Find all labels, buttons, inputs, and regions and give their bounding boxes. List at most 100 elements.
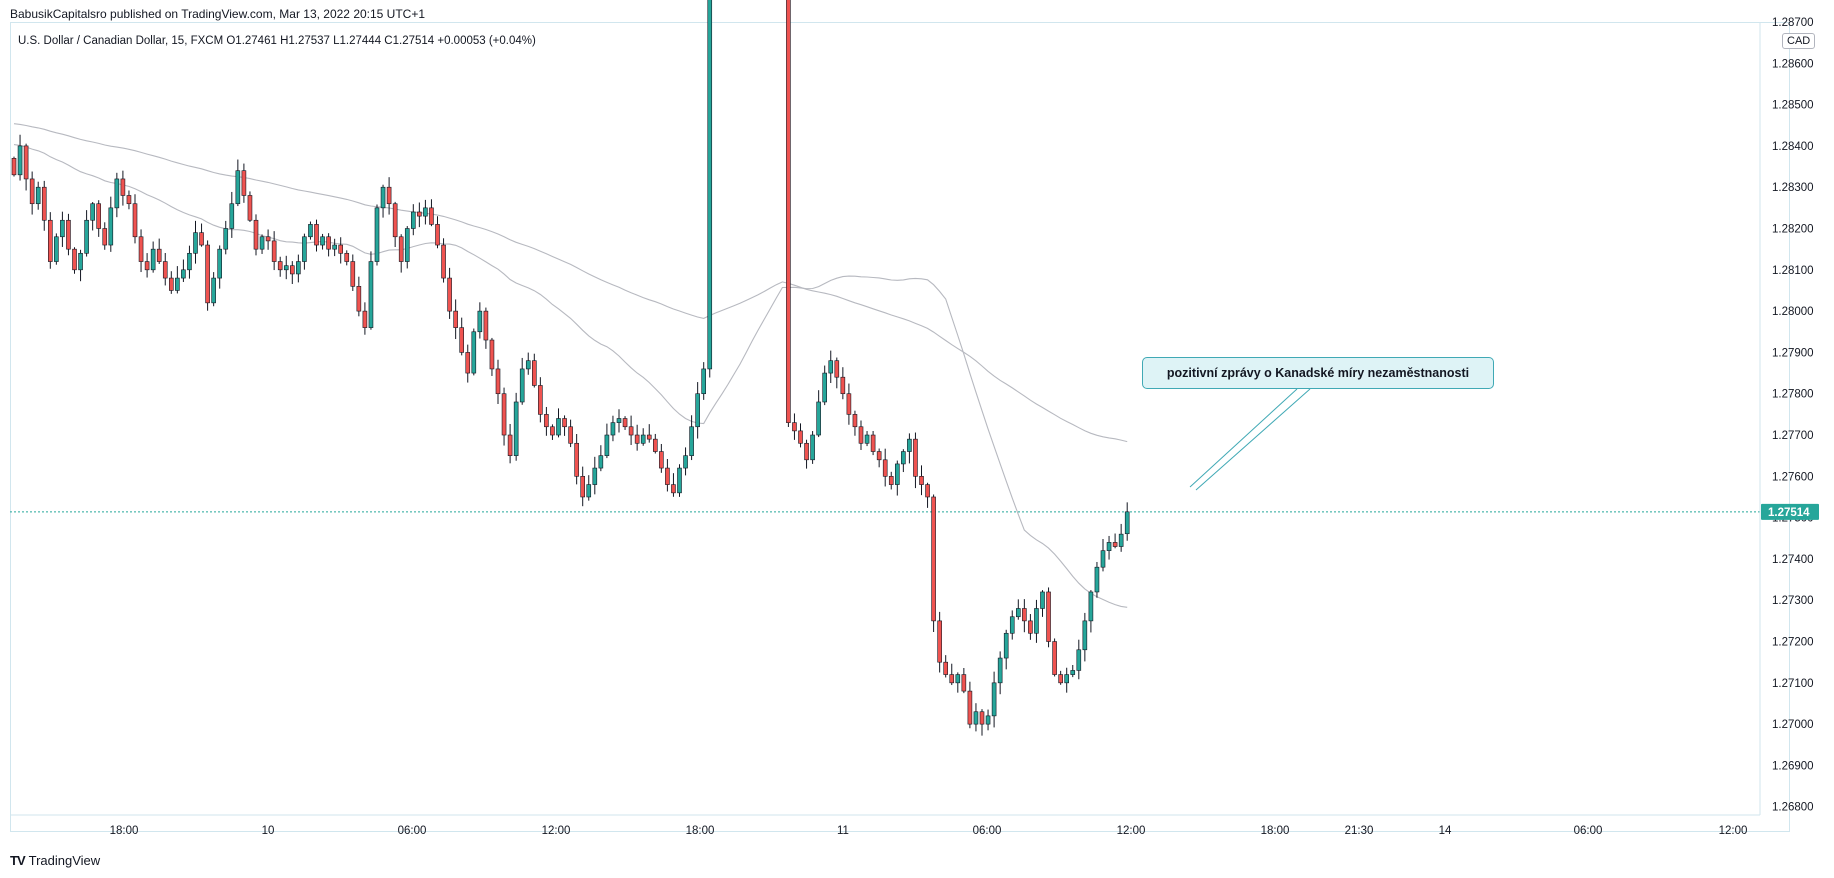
y-tick-label: 1.27100 — [1772, 678, 1814, 690]
candle — [677, 464, 682, 497]
candle — [1100, 538, 1106, 572]
candle — [265, 229, 271, 250]
y-tick-label: 1.28500 — [1772, 100, 1814, 112]
candle — [949, 663, 955, 686]
time-axis[interactable]: 18:00 10 06:00 12:00 18:00 11 06:00 12:00 18:00 2… — [10, 814, 1760, 837]
candle — [495, 359, 501, 405]
candle — [435, 216, 440, 249]
candle — [919, 465, 924, 496]
ma-line — [13, 123, 1128, 443]
candle — [586, 475, 592, 501]
candle — [580, 466, 586, 507]
candle — [610, 415, 616, 442]
candle — [991, 671, 997, 728]
candle — [943, 655, 949, 678]
footer[interactable]: TV TradingView — [10, 853, 100, 868]
candle — [235, 159, 241, 207]
candle — [828, 350, 834, 383]
candle — [1052, 638, 1057, 677]
candle — [187, 245, 192, 279]
y-tick-label: 1.27300 — [1772, 595, 1814, 607]
candle — [54, 233, 59, 265]
candle — [465, 344, 471, 383]
candle — [205, 240, 210, 311]
candle — [1034, 599, 1039, 643]
candle — [199, 223, 204, 247]
candle — [931, 494, 936, 632]
y-tick-label: 1.27900 — [1772, 347, 1814, 359]
x-tick-label: 18:00 — [686, 825, 715, 837]
y-tick-label: 1.28100 — [1772, 265, 1814, 277]
candle — [1112, 533, 1118, 549]
candle — [23, 143, 29, 191]
annotation-callout[interactable]: pozitivní zprávy o Kanadské míry nezaměs… — [1142, 357, 1494, 389]
candle — [1094, 561, 1100, 598]
symbol-info: U.S. Dollar / Canadian Dollar, 15, FXCM … — [18, 35, 536, 47]
candle — [846, 383, 852, 425]
candle — [120, 170, 126, 206]
y-tick-label: 1.28400 — [1772, 141, 1814, 153]
candle — [441, 238, 446, 283]
candle — [689, 415, 694, 461]
candle — [967, 681, 973, 729]
candle — [925, 482, 930, 508]
candle — [901, 449, 906, 473]
last-price-label: 1.27514 — [1768, 507, 1810, 519]
ma-line — [13, 144, 1128, 608]
price-axis[interactable]: 1.28700 1.28600 1.28500 1.28400 1.28300 1.282… — [1759, 17, 1814, 815]
candle — [961, 667, 967, 694]
candle — [1046, 587, 1051, 648]
candle — [229, 191, 235, 238]
x-tick-label: 06:00 — [398, 825, 427, 837]
candle — [217, 245, 222, 289]
candle — [78, 249, 83, 282]
candle — [193, 220, 198, 264]
candle — [707, 0, 713, 378]
candle — [1009, 610, 1015, 640]
chart-pane[interactable] — [10, 22, 1790, 832]
candle — [683, 447, 688, 476]
y-tick-label: 1.26800 — [1772, 802, 1814, 814]
candle — [308, 221, 313, 240]
x-tick-label: 06:00 — [973, 825, 1002, 837]
candle — [181, 259, 186, 282]
candle — [271, 231, 277, 271]
candle — [907, 433, 912, 464]
y-tick-label: 1.27400 — [1772, 554, 1814, 566]
brand-name: TradingView — [28, 853, 101, 868]
candle — [646, 424, 652, 443]
candle — [150, 241, 156, 273]
candle — [616, 409, 622, 433]
chart-canvas[interactable]: 1.28700 1.28600 1.28500 1.28400 1.28300 1.282… — [0, 0, 1834, 840]
candle — [1028, 614, 1033, 640]
candle — [913, 432, 918, 489]
candle — [519, 357, 525, 405]
y-tick-label: 1.28700 — [1772, 17, 1814, 29]
candle — [169, 271, 174, 294]
candle — [550, 424, 555, 440]
annotation-pointer — [1189, 388, 1298, 488]
candle — [296, 254, 301, 283]
candle — [429, 199, 434, 227]
candle — [568, 419, 573, 448]
y-tick-label: 1.27000 — [1772, 719, 1814, 731]
candle — [876, 448, 882, 468]
candle — [283, 255, 289, 280]
candle — [326, 233, 331, 257]
candle — [11, 156, 17, 177]
candle — [102, 222, 108, 250]
candle — [471, 328, 477, 376]
x-tick-label: 10 — [262, 825, 275, 837]
candle — [447, 267, 452, 319]
candle — [1003, 629, 1009, 670]
candle — [410, 204, 416, 236]
candle — [1106, 535, 1112, 560]
candle — [362, 302, 368, 335]
currency-badge[interactable]: CAD — [1782, 33, 1816, 49]
candle — [41, 180, 47, 231]
x-tick-label: 12:00 — [1117, 825, 1146, 837]
candle — [574, 434, 579, 485]
candle — [380, 184, 386, 218]
candle — [538, 377, 543, 423]
candle — [392, 201, 398, 248]
